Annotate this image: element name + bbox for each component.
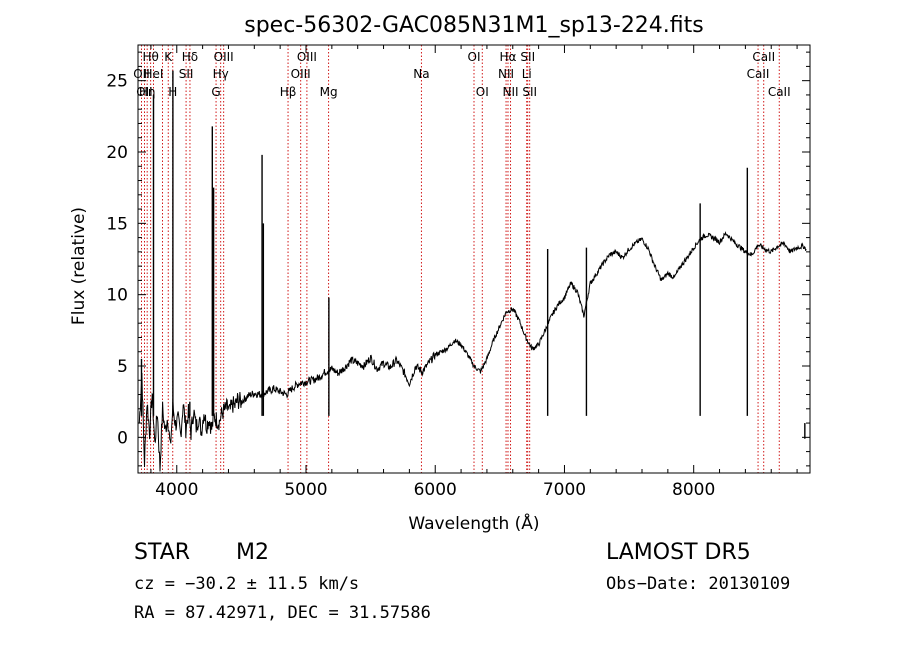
x-tick-label-3: 7000 xyxy=(543,480,586,500)
line-label-20: NII xyxy=(498,67,514,81)
redshift-readout: cz = −30.2 ± 11.5 km/s xyxy=(134,574,360,594)
x-tick-label-4: 8000 xyxy=(672,480,715,500)
line-label-22: NII xyxy=(503,85,519,99)
survey-name: LAMOST DR5 xyxy=(606,540,751,565)
line-labels: OIIOIIHηHθHeIKHSIIHδGHγOIIIHβOIIIOIIIMgN… xyxy=(133,50,790,99)
y-tick-label-2: 10 xyxy=(106,286,128,306)
line-label-13: Hβ xyxy=(280,85,297,99)
x-tick-label-2: 6000 xyxy=(414,480,457,500)
line-label-2: Hη xyxy=(139,85,156,99)
x-tick-label-0: 4000 xyxy=(155,480,198,500)
line-label-0: OII xyxy=(133,67,150,81)
x-tick-label-1: 5000 xyxy=(284,480,327,500)
object-class: STAR xyxy=(134,540,191,565)
line-label-27: CaII xyxy=(752,50,775,64)
line-label-21: Hα xyxy=(500,50,517,64)
line-label-3: Hθ xyxy=(142,50,158,64)
y-tick-label-3: 15 xyxy=(106,214,128,234)
line-label-18: OI xyxy=(468,50,481,64)
y-tick-label-5: 25 xyxy=(106,72,128,92)
line-label-26: CaII xyxy=(747,67,770,81)
y-axis: 0 5 10 15 20 25 xyxy=(106,51,810,467)
obs-date: Obs−Date: 20130109 xyxy=(606,574,791,594)
object-subclass: M2 xyxy=(236,540,269,565)
line-label-6: K xyxy=(164,50,173,64)
line-label-11: Hγ xyxy=(213,67,229,81)
line-label-15: OIII xyxy=(297,50,317,64)
x-axis-label: Wavelength (Å) xyxy=(408,512,539,534)
y-tick-label-1: 5 xyxy=(117,357,128,377)
line-label-12: OIII xyxy=(214,50,234,64)
x-axis: 4000 5000 6000 7000 8000 xyxy=(150,45,798,500)
line-label-10: G xyxy=(211,85,220,99)
line-label-19: OI xyxy=(476,85,489,99)
line-label-25: SII xyxy=(522,85,537,99)
line-label-14: OIII xyxy=(291,67,311,81)
spectrum-line xyxy=(138,230,807,472)
y-tick-label-4: 20 xyxy=(106,143,128,163)
line-label-16: Mg xyxy=(320,85,338,99)
y-axis-label: Flux (relative) xyxy=(69,207,89,325)
spectrum-series xyxy=(138,70,807,472)
line-label-28: CaII xyxy=(768,85,791,99)
line-label-8: SII xyxy=(179,67,194,81)
line-label-24: SII xyxy=(520,50,535,64)
chart-title: spec-56302-GAC085N31M1_sp13-224.fits xyxy=(244,13,704,38)
coordinates: RA = 87.42971, DEC = 31.57586 xyxy=(134,603,431,623)
plot-frame xyxy=(137,44,811,474)
line-label-1: OII xyxy=(136,85,153,99)
line-label-4: HeI xyxy=(144,67,164,81)
line-label-23: Li xyxy=(522,67,532,81)
line-label-17: Na xyxy=(413,67,429,81)
line-label-9: Hδ xyxy=(182,50,198,64)
line-markers xyxy=(141,45,780,473)
y-tick-label-0: 0 xyxy=(117,428,128,448)
